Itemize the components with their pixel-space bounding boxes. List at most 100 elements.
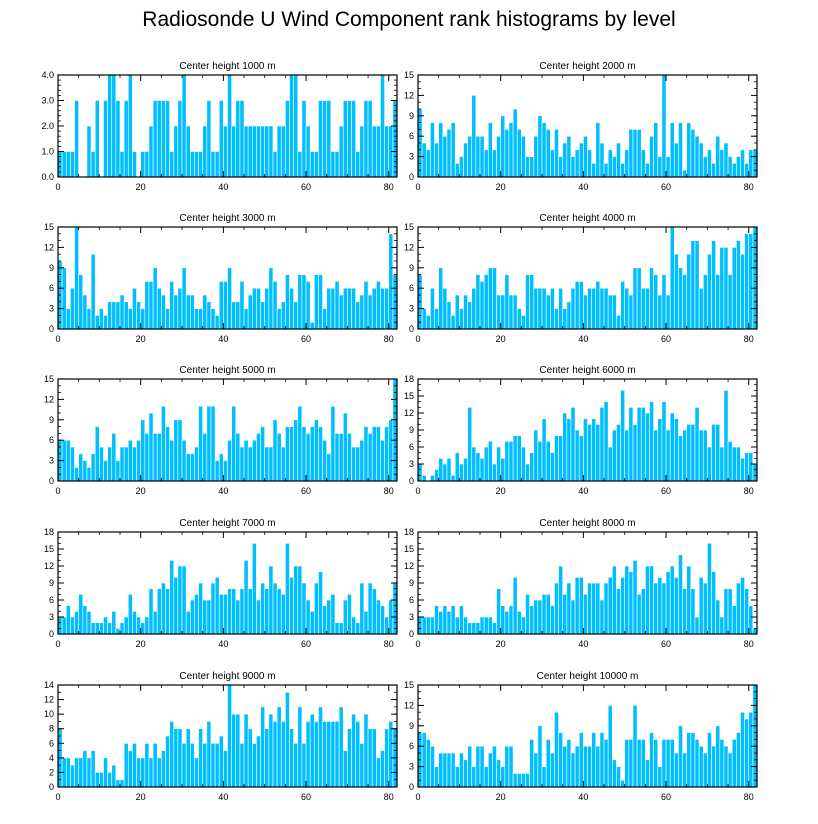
- bar: [736, 156, 741, 178]
- x-tick-label: 60: [301, 182, 311, 192]
- x-tick-label: 0: [415, 334, 420, 344]
- bar: [471, 287, 477, 330]
- bar: [533, 429, 539, 482]
- bar: [492, 622, 497, 635]
- bar: [454, 294, 460, 330]
- bar: [731, 739, 737, 788]
- bar: [657, 577, 663, 635]
- bar: [591, 163, 597, 178]
- bar: [628, 407, 634, 482]
- bar: [719, 247, 725, 330]
- bar: [99, 622, 104, 635]
- panel-title: Center height 8000 m: [539, 518, 635, 529]
- bar: [210, 405, 216, 482]
- bar: [574, 281, 580, 330]
- bar: [247, 588, 253, 635]
- bar: [521, 446, 526, 482]
- bar: [70, 616, 75, 635]
- bar: [620, 779, 626, 788]
- bar: [558, 565, 563, 635]
- bar: [731, 605, 737, 635]
- bar: [649, 732, 654, 788]
- x-tick-label: 60: [661, 639, 671, 649]
- bar: [612, 429, 617, 482]
- x-tick-label: 80: [744, 182, 754, 192]
- bar: [459, 156, 464, 178]
- bar: [74, 611, 79, 635]
- bar: [744, 718, 750, 788]
- bar: [218, 594, 224, 635]
- bar: [450, 605, 456, 635]
- bar: [376, 757, 381, 788]
- bar: [487, 122, 493, 178]
- bar: [247, 446, 253, 482]
- bar: [657, 418, 663, 482]
- bar: [218, 453, 224, 482]
- bar: [173, 294, 179, 330]
- bar: [707, 732, 712, 788]
- bar: [260, 301, 266, 330]
- bar: [479, 745, 485, 788]
- bar: [148, 757, 154, 788]
- bar: [380, 439, 385, 482]
- bar: [545, 441, 551, 482]
- bar: [554, 435, 559, 482]
- bar: [326, 721, 332, 788]
- bar: [127, 74, 133, 178]
- chart-panel: Center height 6000 m 0 20 40 60 80 0 3 6 9 12 15 18: [404, 365, 758, 496]
- bar: [264, 287, 270, 330]
- bar: [252, 439, 257, 482]
- bar: [698, 745, 704, 788]
- bar: [78, 453, 84, 482]
- bar: [711, 745, 716, 788]
- bar: [218, 100, 224, 178]
- bar: [297, 405, 303, 482]
- bar: [322, 605, 328, 635]
- bar: [674, 253, 679, 330]
- panel-title: Center height 2000 m: [539, 61, 635, 72]
- bar: [450, 475, 456, 482]
- bar: [612, 294, 617, 330]
- bar: [599, 287, 605, 330]
- bar: [231, 405, 237, 482]
- bar: [152, 267, 158, 330]
- bar: [243, 560, 249, 635]
- x-tick-label: 60: [661, 486, 671, 496]
- bar: [214, 151, 220, 178]
- bar: [521, 135, 526, 178]
- bar: [487, 441, 493, 482]
- bar: [632, 129, 638, 178]
- bar: [132, 742, 137, 788]
- bar: [107, 622, 113, 635]
- bar: [152, 100, 158, 178]
- bar: [740, 577, 745, 635]
- bar: [161, 750, 166, 788]
- bar: [698, 287, 704, 330]
- bar: [223, 460, 228, 482]
- bar: [161, 100, 166, 178]
- bar: [454, 616, 460, 635]
- bar: [322, 308, 328, 330]
- bar: [504, 745, 510, 788]
- bar: [293, 74, 299, 178]
- x-tick-label: 40: [218, 182, 228, 192]
- bar: [475, 135, 481, 178]
- panel-title: Center height 10000 m: [537, 671, 639, 682]
- bar: [305, 721, 311, 788]
- bar: [425, 315, 431, 330]
- bar: [595, 122, 601, 178]
- bar: [417, 463, 423, 482]
- plot-frame: [417, 684, 758, 788]
- bar: [94, 622, 100, 635]
- bar: [392, 378, 398, 482]
- y-tick-label: 0: [409, 629, 414, 639]
- bar: [115, 460, 121, 482]
- bar: [682, 752, 688, 788]
- bar: [107, 301, 113, 330]
- bar: [276, 433, 282, 482]
- bar: [227, 439, 232, 482]
- bar: [148, 588, 154, 635]
- bar: [471, 766, 477, 788]
- bar: [206, 301, 212, 330]
- bar: [165, 735, 170, 788]
